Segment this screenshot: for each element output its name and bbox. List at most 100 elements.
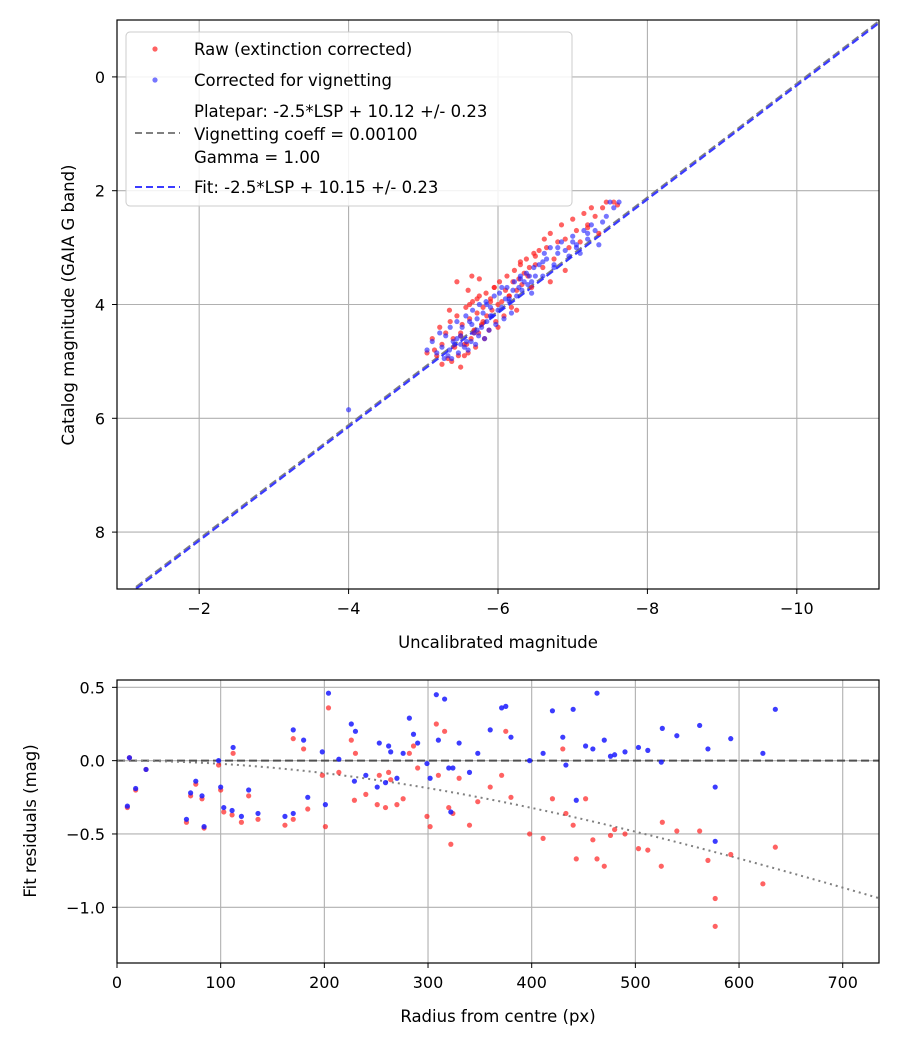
bottom-point-corrected bbox=[560, 734, 566, 740]
top-point-corrected bbox=[499, 284, 505, 291]
top-point-corrected bbox=[501, 316, 507, 322]
bottom-point-corrected bbox=[527, 758, 533, 764]
bottom-point-corrected bbox=[475, 750, 481, 756]
top-point-corrected bbox=[532, 273, 538, 279]
top-point-raw bbox=[437, 324, 443, 330]
bottom-xtick-label: 500 bbox=[620, 973, 651, 992]
bottom-point-raw bbox=[540, 835, 546, 841]
bottom-point-raw bbox=[290, 816, 296, 822]
top-fit-lines bbox=[131, 20, 879, 589]
top-line-platepar bbox=[131, 20, 879, 589]
bottom-point-raw bbox=[612, 826, 618, 833]
top-ylabel: Catalog magnitude (GAIA G band) bbox=[59, 165, 78, 446]
bottom-point-corrected bbox=[221, 804, 227, 811]
bottom-point-corrected bbox=[301, 737, 307, 743]
bottom-point-raw bbox=[424, 813, 430, 819]
bottom-point-corrected bbox=[563, 762, 569, 768]
top-ticks: −2 −4 −6 −8 −10 0 2 4 6 8 bbox=[95, 68, 814, 618]
bottom-point-corrected bbox=[466, 769, 473, 775]
top-point-raw bbox=[596, 230, 602, 236]
top-point-raw bbox=[517, 259, 524, 265]
top-point-corrected bbox=[506, 296, 512, 302]
bottom-point-corrected bbox=[348, 721, 354, 727]
top-point-corrected bbox=[476, 301, 482, 308]
bottom-point-corrected bbox=[712, 784, 718, 790]
top-point-corrected bbox=[486, 327, 492, 333]
bottom-point-raw bbox=[229, 812, 235, 818]
top-point-corrected bbox=[603, 213, 609, 219]
bottom-xtick-label: 400 bbox=[516, 973, 547, 992]
top-point-corrected bbox=[474, 316, 480, 322]
top-point-corrected bbox=[455, 350, 462, 356]
bottom-ytick-label: −1.0 bbox=[66, 898, 105, 917]
top-point-corrected bbox=[478, 324, 485, 330]
top-point-corrected bbox=[599, 219, 606, 225]
bottom-point-corrected bbox=[435, 737, 441, 743]
top-xtick-label: −8 bbox=[636, 599, 660, 618]
top-point-raw bbox=[499, 299, 505, 305]
bottom-point-raw bbox=[466, 822, 473, 828]
bottom-point-raw bbox=[433, 721, 439, 727]
top-point-raw bbox=[463, 304, 469, 310]
bottom-point-corrected bbox=[374, 784, 380, 790]
bottom-point-corrected bbox=[622, 749, 628, 755]
bottom-point-corrected bbox=[697, 722, 703, 729]
top-point-corrected bbox=[458, 333, 464, 339]
bottom-point-raw bbox=[442, 728, 448, 734]
bottom-point-raw bbox=[590, 837, 596, 843]
top-point-corrected bbox=[493, 321, 499, 328]
top-point-corrected bbox=[607, 199, 613, 205]
top-point-raw bbox=[458, 364, 464, 370]
bottom-point-corrected bbox=[406, 715, 412, 721]
top-point-raw bbox=[566, 245, 572, 251]
top-point-raw bbox=[581, 210, 587, 217]
top-point-corrected bbox=[345, 407, 352, 413]
top-point-corrected bbox=[487, 304, 494, 310]
top-point-corrected bbox=[517, 276, 524, 282]
bottom-chart: 0 100 200 300 400 500 600 700 0.5 0.0 −0.5 −1.0 Rad… bbox=[21, 678, 880, 1026]
bottom-point-raw bbox=[728, 851, 734, 858]
bottom-point-raw bbox=[427, 824, 433, 830]
bottom-point-raw bbox=[697, 828, 703, 834]
top-point-corrected bbox=[472, 341, 479, 347]
bottom-point-raw bbox=[435, 772, 441, 778]
top-point-corrected bbox=[475, 333, 482, 339]
top-point-raw bbox=[536, 247, 542, 254]
bottom-point-raw bbox=[658, 863, 664, 869]
bottom-point-corrected bbox=[336, 756, 342, 762]
top-point-corrected bbox=[447, 324, 453, 330]
bottom-point-raw bbox=[601, 863, 607, 869]
top-point-corrected bbox=[541, 250, 547, 256]
bottom-point-raw bbox=[406, 750, 412, 756]
top-point-raw bbox=[547, 279, 553, 285]
bottom-point-raw bbox=[712, 923, 718, 929]
top-point-raw bbox=[483, 290, 489, 296]
top-point-raw bbox=[474, 296, 480, 302]
bottom-point-raw bbox=[622, 831, 628, 837]
top-point-raw bbox=[555, 239, 561, 245]
bottom-point-corrected bbox=[199, 793, 205, 799]
top-point-corrected bbox=[441, 355, 447, 362]
top-point-raw bbox=[487, 299, 494, 305]
top-point-corrected bbox=[445, 353, 451, 359]
top-point-corrected bbox=[562, 247, 568, 254]
bottom-point-raw bbox=[336, 769, 342, 775]
bottom-point-raw bbox=[221, 809, 227, 815]
legend-corrected-marker bbox=[152, 77, 158, 83]
bottom-point-corrected bbox=[183, 816, 190, 822]
top-point-raw bbox=[573, 227, 580, 234]
top-point-raw bbox=[474, 310, 480, 316]
bottom-point-raw bbox=[305, 806, 311, 812]
top-point-corrected bbox=[540, 259, 546, 265]
bottom-point-corrected bbox=[728, 736, 734, 742]
top-point-corrected bbox=[551, 262, 557, 268]
top-point-corrected bbox=[555, 250, 561, 256]
legend-corrected-label: Corrected for vignetting bbox=[194, 71, 392, 90]
top-point-corrected bbox=[510, 287, 516, 293]
top-xtick-label: −6 bbox=[486, 599, 510, 618]
bottom-point-raw bbox=[352, 750, 359, 756]
bottom-point-corrected bbox=[325, 690, 332, 696]
bottom-point-raw bbox=[705, 857, 711, 863]
bottom-point-corrected bbox=[442, 696, 448, 702]
top-scatter-points bbox=[345, 199, 622, 413]
